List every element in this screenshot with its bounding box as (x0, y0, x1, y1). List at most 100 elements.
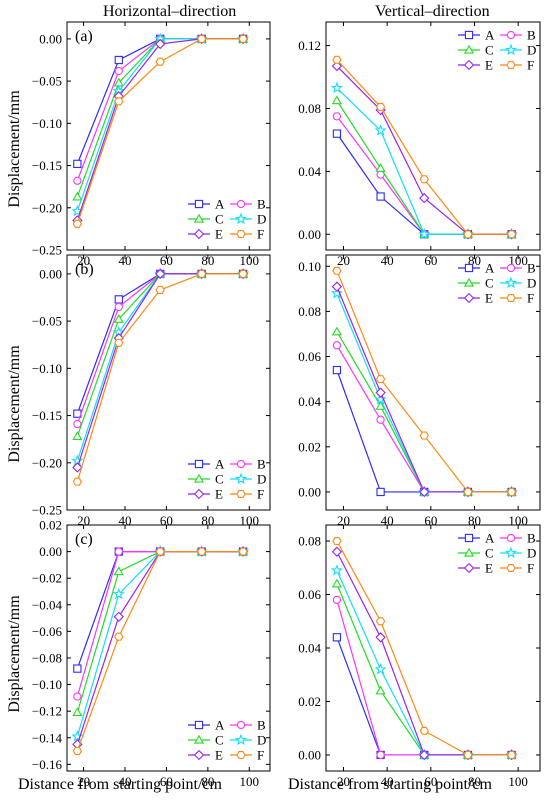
y-tick-label: 0.06 (298, 349, 321, 364)
data-point-C (375, 685, 386, 695)
y-tick-label: −0.10 (32, 116, 62, 131)
x-tick-label: 20 (77, 253, 90, 268)
x-tick-label: 100 (240, 774, 260, 789)
data-point-E (419, 192, 430, 204)
legend-item-D: D (500, 546, 536, 561)
legend-marker (504, 546, 518, 559)
legend-marker (193, 213, 205, 223)
data-point-F (114, 632, 124, 641)
col-title-horizontal: Horizontal–direction (103, 3, 237, 20)
panel-label: (b) (75, 261, 94, 278)
x-tick-label: 80 (468, 513, 481, 528)
y-tick-label: 0.08 (298, 534, 321, 549)
data-point-A (114, 55, 123, 65)
legend-item-B: B (500, 261, 536, 276)
legend-item-F: F (500, 58, 534, 73)
legend-label: E (215, 227, 223, 242)
legend-item-E: E (458, 561, 493, 576)
chart-panel-6: 20 40 60 80 100 0.00 0.02 0.04 0.06 0.08 A B C D E F (298, 524, 541, 789)
legend-label: B (527, 28, 536, 43)
data-point-C (72, 707, 83, 717)
y-tick-label: −0.08 (32, 650, 62, 665)
legend-marker (463, 59, 475, 71)
legend-marker (463, 292, 475, 304)
legend-label: C (485, 43, 494, 58)
legend-marker (234, 472, 248, 485)
legend-marker (236, 720, 246, 730)
data-point-D (374, 124, 387, 136)
legend-label: B (527, 531, 536, 546)
legend-label: A (215, 197, 225, 212)
legend-label: E (485, 561, 493, 576)
chart-panel-1: 20 40 60 80 100 0.00 −0.05 −0.10 −0.15 −0.20 −0.25… (32, 21, 271, 268)
data-point-B (332, 341, 342, 350)
x-tick-label: 60 (160, 774, 173, 789)
legend-label: A (215, 718, 225, 733)
data-point-F (238, 34, 248, 43)
legend-item-D: D (230, 212, 266, 227)
data-point-C (375, 400, 386, 410)
x-tick-label: 40 (119, 774, 132, 789)
data-point-F (197, 269, 207, 278)
legend-marker (193, 734, 205, 744)
data-point-B (332, 595, 342, 605)
data-point-F (155, 547, 165, 556)
data-point-F (419, 431, 429, 440)
series-line-D (336, 87, 512, 235)
y-tick-label: 0.02 (298, 439, 321, 454)
x-tick-label: 100 (240, 513, 260, 528)
legend-item-A: A (458, 28, 495, 43)
data-point-E (419, 749, 430, 761)
legend-marker (506, 60, 516, 70)
data-point-F (375, 617, 386, 626)
legend-item-C: C (458, 276, 494, 291)
x-tick-label: 80 (201, 513, 214, 528)
series-line-A (76, 273, 244, 414)
series-line-B (76, 550, 244, 697)
x-tick-label: 100 (508, 774, 528, 789)
legend-marker (463, 277, 475, 287)
data-point-B (73, 176, 82, 185)
data-point-E (375, 632, 386, 643)
data-point-F (419, 726, 429, 735)
legend-item-F: F (230, 748, 264, 763)
x-tick-label: 40 (119, 513, 132, 528)
y-tick-label: −0.15 (32, 408, 62, 423)
data-point-F (72, 747, 82, 756)
legend-marker (506, 533, 516, 543)
x-tick-label: 60 (424, 253, 437, 268)
series-line-B (336, 344, 512, 493)
y-tick-label: 0.04 (298, 641, 321, 656)
legend-marker (193, 473, 205, 483)
y-tick-label: 0.00 (298, 747, 321, 762)
y-tick-label: −0.16 (32, 757, 63, 772)
y-tick-label: 0.04 (298, 164, 321, 179)
y-tick-label: −0.25 (32, 503, 62, 518)
data-point-F (463, 750, 473, 759)
y-tick-label: 0.00 (298, 484, 321, 499)
legend-marker (236, 750, 246, 760)
legend-item-D: D (500, 43, 536, 58)
data-point-C (72, 191, 83, 201)
legend-item-C: C (188, 472, 224, 487)
legend-item-E: E (458, 58, 493, 73)
data-point-C (331, 95, 342, 105)
y-tick-label: −0.10 (32, 677, 62, 692)
legend-item-A: A (188, 457, 225, 472)
legend-marker (236, 489, 246, 499)
y-tick-label: 0.06 (298, 587, 321, 602)
legend-item-E: E (188, 227, 223, 242)
legend-item-B: B (230, 457, 266, 472)
data-point-B (73, 419, 82, 429)
data-point-A (376, 487, 385, 497)
y-tick-label: −0.04 (32, 597, 63, 612)
panel-label: (a) (75, 28, 93, 45)
data-point-E (331, 60, 343, 72)
legend-item-D: D (230, 472, 266, 487)
x-tick-label: 60 (160, 253, 173, 268)
x-tick-label: 20 (337, 253, 350, 268)
data-point-F (197, 547, 207, 556)
data-point-E (419, 486, 430, 498)
data-point-F (238, 547, 248, 556)
y-tick-label: 0.08 (298, 101, 321, 116)
